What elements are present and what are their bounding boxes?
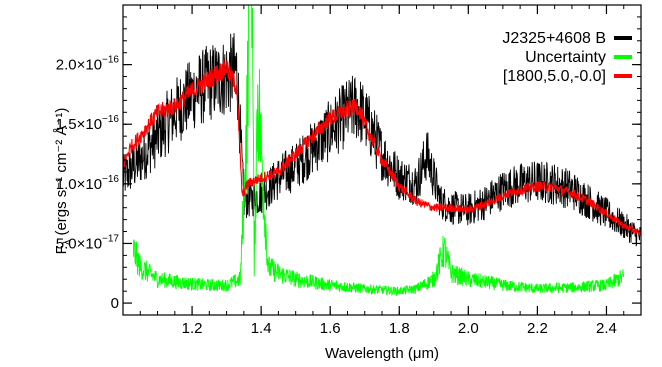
x-tick-label: 2.2 bbox=[527, 320, 548, 337]
x-tick-label: 1.2 bbox=[182, 320, 203, 337]
y-axis-label-units: (ergs s⁻¹ cm⁻² Å⁻¹) bbox=[53, 108, 70, 236]
legend: J2325+4608 B Uncertainty [1800,5.0,-0.0] bbox=[502, 30, 632, 85]
x-tick-label: 2.0 bbox=[458, 320, 479, 337]
x-tick-label: 1.8 bbox=[389, 320, 410, 337]
y-axis-label: Fλ (ergs s⁻¹ cm⁻² Å⁻¹) bbox=[53, 108, 73, 255]
y-axis-label-sub: λ bbox=[61, 239, 73, 245]
x-axis-ticks: 1.2 1.4 1.6 1.8 2.0 2.2 2.4 bbox=[139, 5, 642, 337]
y-tick-label: 1.0×10−16 bbox=[56, 174, 120, 193]
x-tick-label: 2.4 bbox=[596, 320, 617, 337]
series-line-2 bbox=[123, 58, 641, 237]
x-axis-label: Wavelength (μm) bbox=[325, 345, 439, 362]
y-tick-label: 5.0×10−17 bbox=[56, 233, 120, 252]
y-axis-label-main: F bbox=[53, 245, 70, 254]
x-tick-label: 1.4 bbox=[251, 320, 272, 337]
series-layer bbox=[123, 5, 641, 297]
y-tick-label: 0 bbox=[111, 295, 119, 312]
series-line-1 bbox=[132, 5, 625, 297]
legend-label: [1800,5.0,-0.0] bbox=[503, 68, 606, 85]
x-tick-label: 1.6 bbox=[320, 320, 341, 337]
y-axis-ticks: 0 5.0×10−17 1.0×10−16 1.5×10−16 2.0×10−16 bbox=[56, 4, 641, 312]
legend-label: Uncertainty bbox=[525, 49, 606, 66]
y-tick-label: 2.0×10−16 bbox=[56, 55, 120, 74]
y-tick-label: 1.5×10−16 bbox=[56, 114, 120, 133]
legend-label: J2325+4608 B bbox=[502, 30, 606, 47]
